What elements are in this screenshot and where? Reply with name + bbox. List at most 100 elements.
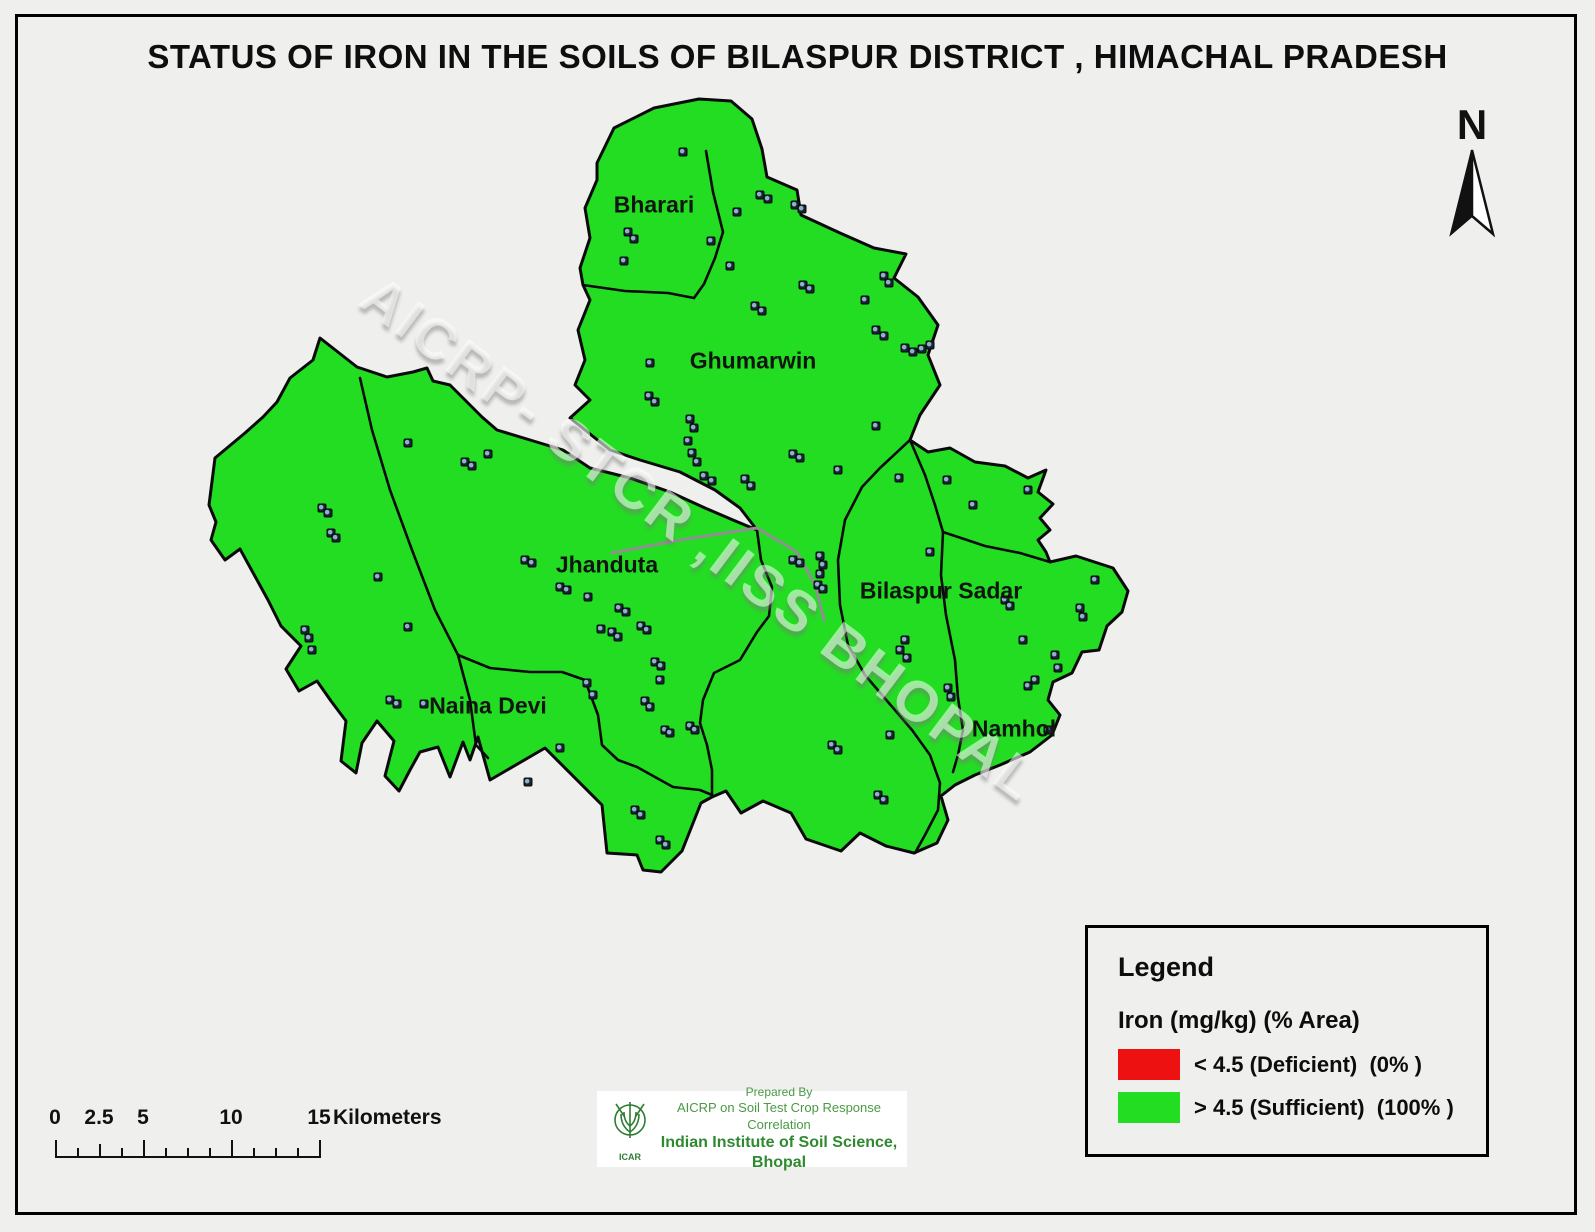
soil-sample-point[interactable] [640, 696, 650, 706]
soil-sample-point[interactable] [683, 436, 693, 446]
soil-sample-point[interactable] [656, 661, 666, 671]
soil-sample-point[interactable] [746, 481, 756, 491]
soil-sample-point[interactable] [527, 558, 537, 568]
soil-sample-point[interactable] [419, 699, 429, 709]
soil-sample-point[interactable] [555, 743, 565, 753]
soil-sample-point[interactable] [885, 730, 895, 740]
soil-sample-point[interactable] [894, 473, 904, 483]
soil-sample-point[interactable] [307, 645, 317, 655]
soil-sample-point[interactable] [655, 675, 665, 685]
soil-sample-point[interactable] [619, 256, 629, 266]
soil-sample-point[interactable] [331, 533, 341, 543]
soil-sample-point[interactable] [946, 692, 956, 702]
soil-sample-point[interactable] [317, 503, 327, 513]
soil-sample-point[interactable] [687, 448, 697, 458]
soil-sample-point[interactable] [326, 528, 336, 538]
soil-sample-point[interactable] [860, 295, 870, 305]
soil-sample-point[interactable] [925, 547, 935, 557]
soil-sample-point[interactable] [636, 810, 646, 820]
soil-sample-point[interactable] [818, 584, 828, 594]
soil-sample-point[interactable] [1043, 725, 1053, 735]
soil-sample-point[interactable] [884, 278, 894, 288]
soil-sample-point[interactable] [644, 391, 654, 401]
soil-sample-point[interactable] [900, 635, 910, 645]
soil-sample-point[interactable] [833, 465, 843, 475]
soil-sample-point[interactable] [1090, 575, 1100, 585]
soil-sample-point[interactable] [645, 702, 655, 712]
soil-sample-point[interactable] [873, 790, 883, 800]
soil-sample-point[interactable] [805, 284, 815, 294]
soil-sample-point[interactable] [655, 835, 665, 845]
soil-sample-point[interactable] [661, 840, 671, 850]
soil-sample-point[interactable] [763, 194, 773, 204]
soil-sample-point[interactable] [699, 471, 709, 481]
soil-sample-point[interactable] [815, 551, 825, 561]
soil-sample-point[interactable] [562, 585, 572, 595]
soil-sample-point[interactable] [685, 414, 695, 424]
soil-sample-point[interactable] [1050, 650, 1060, 660]
soil-sample-point[interactable] [879, 795, 889, 805]
soil-sample-point[interactable] [1018, 635, 1028, 645]
soil-sample-point[interactable] [818, 560, 828, 570]
soil-sample-point[interactable] [583, 592, 593, 602]
soil-sample-point[interactable] [732, 207, 742, 217]
soil-sample-point[interactable] [757, 306, 767, 316]
soil-sample-point[interactable] [373, 572, 383, 582]
soil-sample-point[interactable] [1030, 675, 1040, 685]
soil-sample-point[interactable] [692, 457, 702, 467]
soil-sample-point[interactable] [1005, 601, 1015, 611]
soil-sample-point[interactable] [629, 234, 639, 244]
soil-sample-point[interactable] [942, 475, 952, 485]
soil-sample-point[interactable] [689, 423, 699, 433]
soil-sample-point[interactable] [895, 645, 905, 655]
soil-sample-point[interactable] [833, 745, 843, 755]
soil-sample-point[interactable] [879, 331, 889, 341]
soil-sample-point[interactable] [304, 633, 314, 643]
soil-sample-point[interactable] [1023, 681, 1033, 691]
soil-sample-point[interactable] [871, 421, 881, 431]
soil-sample-point[interactable] [797, 204, 807, 214]
soil-sample-point[interactable] [725, 261, 735, 271]
soil-sample-point[interactable] [678, 147, 688, 157]
soil-sample-point[interactable] [706, 236, 716, 246]
soil-sample-point[interactable] [403, 438, 413, 448]
soil-sample-point[interactable] [750, 301, 760, 311]
soil-sample-point[interactable] [1053, 663, 1063, 673]
soil-sample-point[interactable] [645, 358, 655, 368]
soil-sample-point[interactable] [1000, 595, 1010, 605]
soil-sample-point[interactable] [392, 699, 402, 709]
soil-sample-point[interactable] [908, 347, 918, 357]
soil-sample-point[interactable] [588, 690, 598, 700]
soil-sample-point[interactable] [403, 622, 413, 632]
soil-sample-point[interactable] [827, 740, 837, 750]
soil-sample-point[interactable] [968, 500, 978, 510]
soil-sample-point[interactable] [1078, 612, 1088, 622]
soil-sample-point[interactable] [943, 683, 953, 693]
soil-sample-point[interactable] [740, 474, 750, 484]
soil-sample-point[interactable] [630, 805, 640, 815]
soil-sample-point[interactable] [623, 227, 633, 237]
soil-sample-point[interactable] [582, 678, 592, 688]
soil-sample-point[interactable] [795, 453, 805, 463]
soil-sample-point[interactable] [902, 653, 912, 663]
soil-sample-point[interactable] [607, 627, 617, 637]
soil-sample-point[interactable] [323, 508, 333, 518]
district-outline[interactable] [207, 97, 1130, 874]
soil-sample-point[interactable] [621, 607, 631, 617]
soil-sample-point[interactable] [613, 632, 623, 642]
soil-sample-point[interactable] [690, 725, 700, 735]
soil-sample-point[interactable] [871, 325, 881, 335]
soil-sample-point[interactable] [925, 340, 935, 350]
soil-sample-point[interactable] [467, 461, 477, 471]
soil-sample-point[interactable] [815, 569, 825, 579]
soil-sample-point[interactable] [483, 449, 493, 459]
soil-sample-point[interactable] [596, 624, 606, 634]
soil-sample-point[interactable] [707, 476, 717, 486]
soil-sample-point[interactable] [665, 728, 675, 738]
soil-sample-point[interactable] [1023, 485, 1033, 495]
soil-sample-point[interactable] [879, 271, 889, 281]
soil-sample-point[interactable] [642, 625, 652, 635]
soil-sample-point[interactable] [523, 777, 533, 787]
soil-sample-point[interactable] [1075, 603, 1085, 613]
soil-sample-point[interactable] [795, 558, 805, 568]
